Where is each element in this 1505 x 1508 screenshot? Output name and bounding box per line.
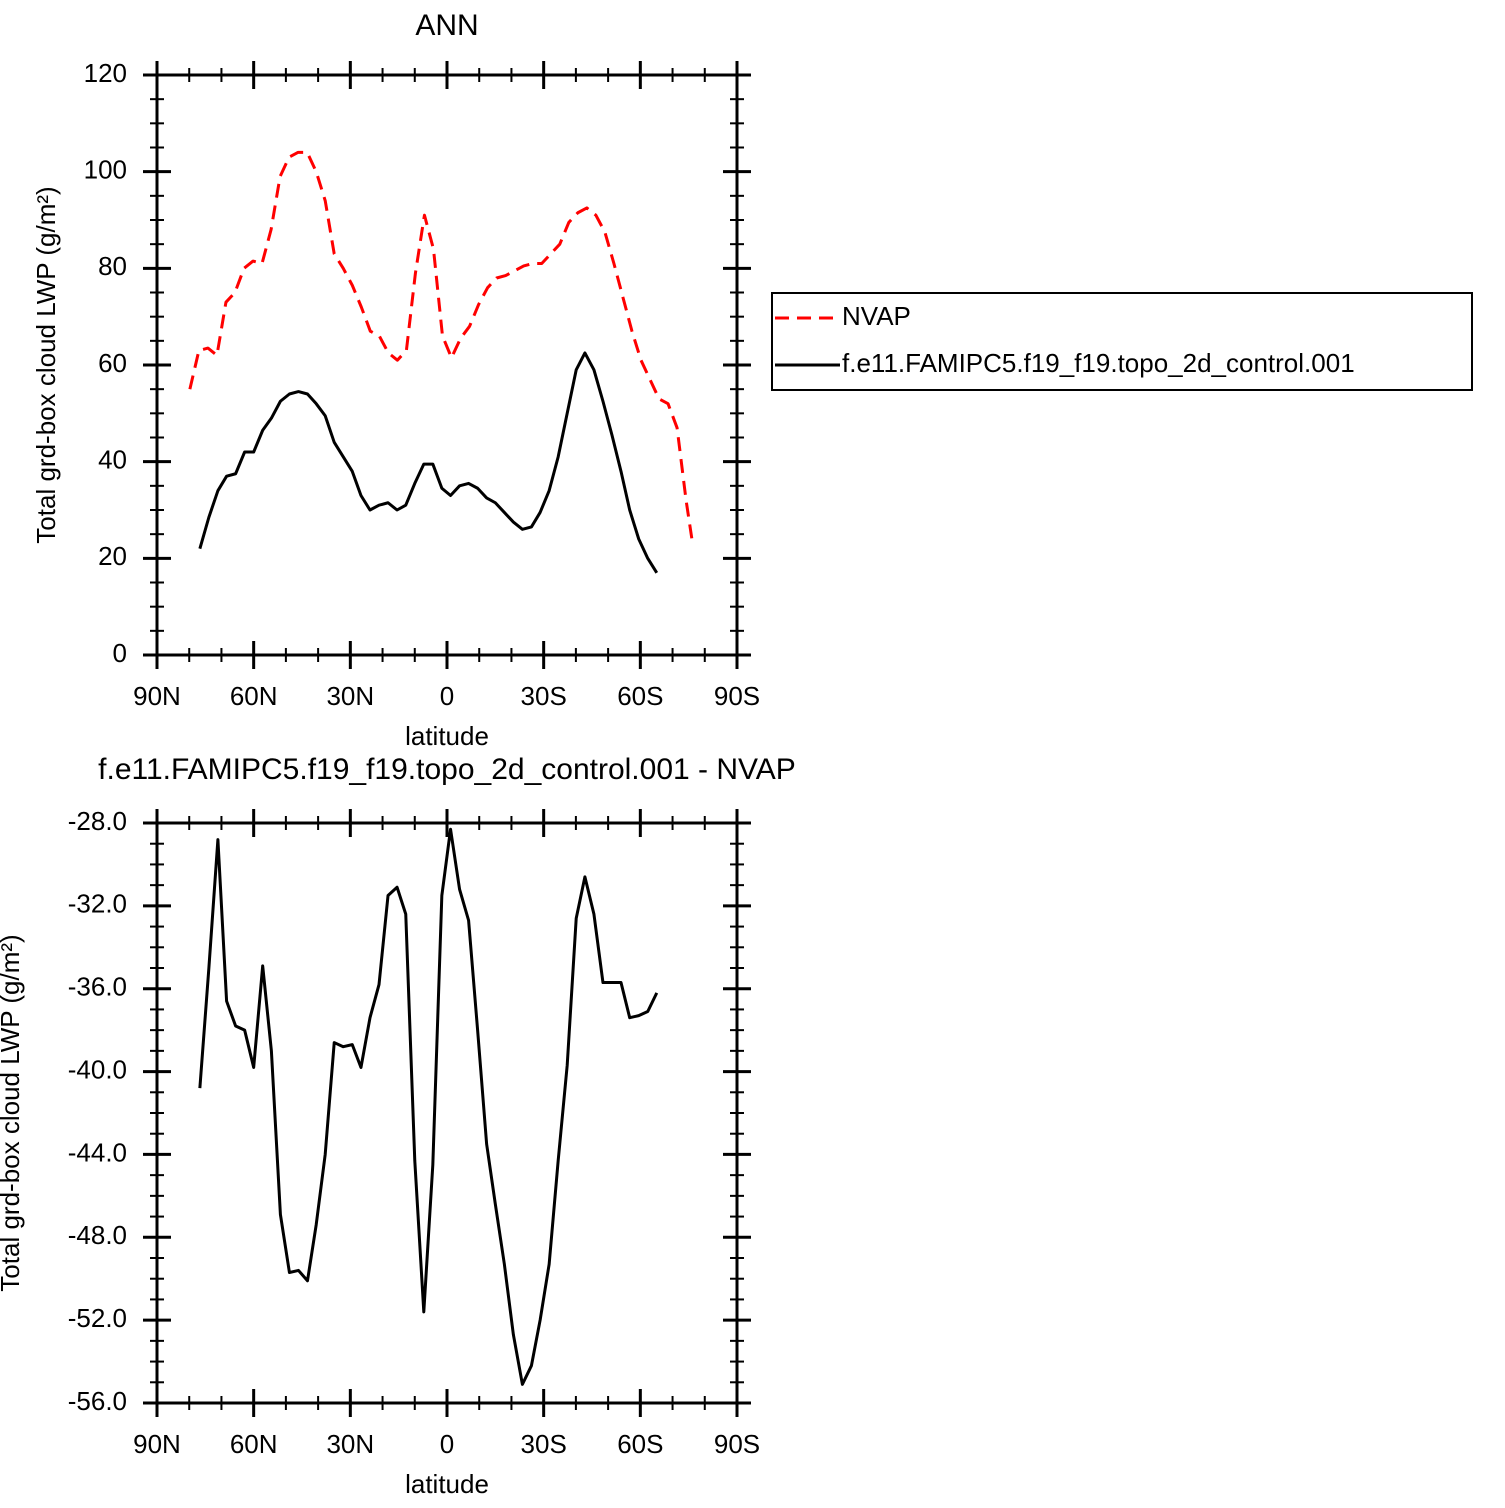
x-tick-label: 30S — [521, 681, 567, 711]
legend-label: f.e11.FAMIPC5.f19_f19.topo_2d_control.00… — [842, 348, 1355, 378]
legend-label: NVAP — [842, 301, 911, 331]
plot-frame — [155, 821, 739, 1405]
data-line — [188, 150, 694, 540]
x-tick-label: 60N — [230, 681, 278, 711]
x-tick-label: 30S — [521, 1429, 567, 1459]
plot-frame — [155, 73, 739, 657]
y-tick-label: -36.0 — [68, 972, 127, 1002]
x-tick-label: 90N — [133, 681, 181, 711]
y-tick-label: 20 — [98, 541, 127, 571]
y-axis-label: Total grd-box cloud LWP (g/m²) — [31, 186, 61, 543]
y-tick-label: -44.0 — [68, 1137, 127, 1167]
chart-title: ANN — [415, 9, 478, 42]
data-line — [198, 827, 659, 1386]
legend-box — [771, 292, 1473, 391]
x-tick-label: 90N — [133, 1429, 181, 1459]
y-tick-label: 100 — [84, 155, 127, 185]
y-tick-label: 60 — [98, 348, 127, 378]
x-tick-label: 0 — [440, 1429, 454, 1459]
y-tick-label: 120 — [84, 58, 127, 88]
x-tick-label: 60S — [617, 1429, 663, 1459]
y-tick-label: -48.0 — [68, 1220, 127, 1250]
data-line — [198, 351, 659, 574]
y-tick-label: 0 — [113, 638, 127, 668]
y-tick-label: -40.0 — [68, 1054, 127, 1084]
x-tick-label: 90S — [714, 681, 760, 711]
y-tick-label: -32.0 — [68, 889, 127, 919]
y-tick-label: -28.0 — [68, 806, 127, 836]
x-tick-label: 90S — [714, 1429, 760, 1459]
x-axis-label: latitude — [405, 721, 489, 751]
x-tick-label: 30N — [326, 681, 374, 711]
x-axis-label: latitude — [405, 1469, 489, 1499]
y-tick-label: 40 — [98, 445, 127, 475]
y-tick-label: -52.0 — [68, 1303, 127, 1333]
x-tick-label: 60N — [230, 1429, 278, 1459]
x-tick-label: 30N — [326, 1429, 374, 1459]
x-tick-label: 60S — [617, 681, 663, 711]
y-tick-label: 80 — [98, 251, 127, 281]
x-tick-label: 0 — [440, 681, 454, 711]
chart-title: f.e11.FAMIPC5.f19_f19.topo_2d_control.00… — [98, 753, 796, 786]
y-tick-label: -56.0 — [68, 1386, 127, 1416]
y-axis-label: Total grd-box cloud LWP (g/m²) — [0, 934, 25, 1291]
